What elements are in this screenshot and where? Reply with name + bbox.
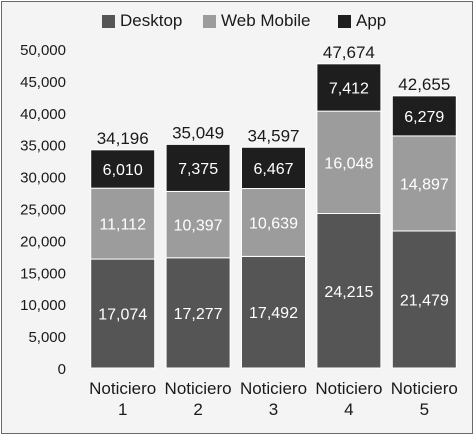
x-tick-label: 3 [269,400,278,419]
x-tick-label: Noticiero [391,379,458,398]
bar-segment-app [391,95,457,137]
bar-segment-app [316,63,382,112]
total-label: 34,597 [248,126,300,145]
y-tick-label: 15,000 [20,265,66,282]
y-tick-label: 30,000 [20,170,66,187]
y-tick-label: 35,000 [20,138,66,155]
y-tick-label: 45,000 [20,74,66,91]
x-tick-label: 4 [344,400,353,419]
x-tick-label: 2 [193,400,202,419]
bar-segment-desktop [241,255,306,369]
y-tick-label: 25,000 [20,202,66,219]
legend-item-web-mobile: Web Mobile [203,11,310,31]
data-label-desktop: 21,479 [400,292,449,309]
x-tick-label: 1 [118,400,127,419]
legend-swatch-desktop [102,14,115,28]
data-label-app: 6,010 [103,162,143,179]
legend-swatch-app [338,14,351,28]
data-label-app: 6,279 [404,109,444,126]
bar-segment-web-mobile [241,188,306,257]
x-tick-label: Noticiero [315,379,382,398]
bar-segment-app [241,146,306,190]
total-label: 47,674 [323,43,375,62]
legend-label-desktop: Desktop [120,11,183,30]
bar-segment-web-mobile [90,187,156,260]
data-label-web-mobile: 11,112 [99,217,146,234]
legend-label-web-mobile: Web Mobile [221,11,311,30]
x-tick-label: 5 [420,400,429,419]
data-label-app: 7,375 [178,161,218,178]
bar-segment-web-mobile [165,190,231,259]
data-label-web-mobile: 14,897 [400,176,449,193]
bar-segment-web-mobile [316,110,382,215]
y-tick-label: 5,000 [28,329,66,346]
y-tick-label: 50,000 [20,42,66,59]
total-label: 42,655 [398,75,450,94]
x-tick-label: Noticiero [89,379,156,398]
y-tick-label: 0 [58,361,66,378]
y-tick-label: 40,000 [20,106,66,123]
data-label-web-mobile: 16,048 [324,155,373,172]
data-label-web-mobile: 10,639 [249,215,298,232]
bar-segment-desktop [391,230,457,369]
legend-item-app: App [338,11,386,31]
total-label: 34,196 [97,129,149,148]
bar-segment-desktop [316,213,382,369]
data-label-desktop: 17,492 [249,305,298,322]
data-label-web-mobile: 10,397 [174,218,223,235]
y-tick-label: 10,000 [20,297,66,314]
data-label-app: 7,412 [329,80,369,97]
bar-segment-desktop [165,257,231,369]
x-tick-label: Noticiero [240,379,307,398]
legend-label-app: App [356,11,387,30]
data-label-desktop: 24,215 [324,284,373,301]
data-label-desktop: 17,074 [98,307,147,324]
total-label: 35,049 [172,123,224,142]
data-label-desktop: 17,277 [174,306,223,323]
bar-segment-app [165,143,231,192]
legend-swatch-web-mobile [203,14,216,28]
bar-segment-app [90,149,156,189]
legend-item-desktop: Desktop [102,11,182,31]
data-label-app: 6,467 [253,161,293,178]
x-tick-label: Noticiero [165,379,232,398]
y-tick-label: 20,000 [20,233,66,250]
